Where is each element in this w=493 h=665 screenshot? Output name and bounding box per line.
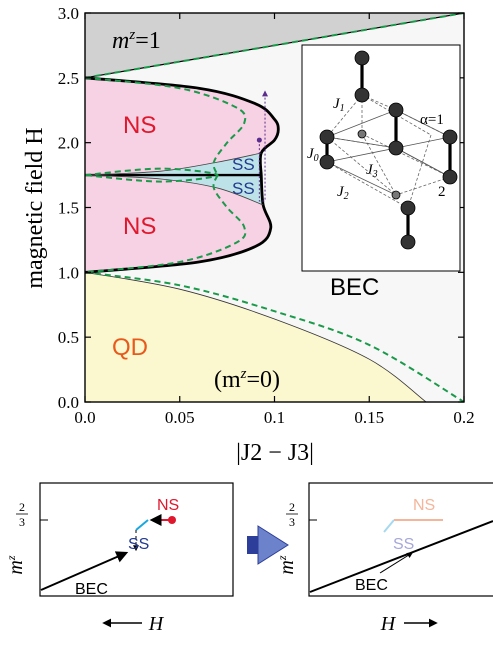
right-bec-line	[309, 520, 493, 593]
field-sweep-arrow	[258, 90, 269, 202]
ss-ns-boundary	[85, 152, 264, 206]
x-axis-label: |J2 − J3|	[236, 440, 314, 466]
magnetization-panel-right: 2 3 mz NS SS BEC H	[275, 482, 493, 635]
ss-dashed-boundary	[85, 167, 219, 183]
left-xlabel: H	[148, 613, 165, 635]
lattice-sites	[319, 50, 458, 250]
x-axis-ticks: 0.0 0.05 0.1 0.15 0.2	[74, 13, 475, 427]
ss-upper-label: SS	[232, 155, 255, 174]
left-ss-label: SS	[128, 536, 149, 553]
lattice-inset: J1 J0 J3 J2 α=1 2	[301, 44, 461, 272]
saturated-val: =1	[135, 28, 161, 54]
qd-label: QD	[112, 334, 148, 361]
x-tick-label: 0.15	[354, 408, 384, 427]
bec-label: BEC	[330, 274, 379, 301]
x-tick-label: 0.2	[453, 408, 474, 427]
ns-lower-label: NS	[123, 213, 156, 240]
right-ytick-num: 2	[289, 500, 295, 514]
y-axis-ticks: 0.0 0.5 1.0 1.5 2.0 2.5 3.0	[58, 4, 464, 412]
magnetization-panel-left: 2 3 mz NS SS BEC H	[4, 482, 234, 635]
right-ylabel: mz	[275, 555, 298, 574]
left-bec-line	[40, 551, 129, 591]
right-ss-line	[383, 519, 395, 533]
saturated-m: m	[112, 28, 129, 54]
x-tick-label: 0.1	[264, 408, 285, 427]
y-tick-label: 2.5	[58, 69, 79, 88]
alpha-two-label: 2	[438, 184, 446, 200]
y-tick-label: 1.5	[58, 199, 79, 218]
left-ss-line	[135, 519, 149, 531]
saturation-boundary-dashed	[85, 13, 464, 79]
ns-upper-label: NS	[123, 112, 156, 139]
j3-label: J3	[366, 162, 378, 180]
field-sweep-start-dot	[256, 137, 262, 143]
right-bec-label: BEC	[355, 577, 388, 594]
qd-boundary	[85, 271, 427, 402]
y-tick-label: 1.0	[58, 263, 79, 282]
lattice-thin-bonds	[326, 109, 451, 196]
qd-boundary-dashed	[85, 271, 464, 402]
right-ss-label: SS	[393, 536, 414, 553]
y-axis-label: magnetic field H	[22, 127, 48, 288]
left-ytick-den: 3	[19, 515, 25, 529]
right-bec-arrow	[379, 552, 414, 574]
left-bec-label: BEC	[75, 581, 108, 598]
j0-label: J0	[307, 146, 319, 164]
ss-region	[85, 153, 264, 205]
ns-dashed-boundary	[85, 76, 247, 274]
right-xlabel: H	[380, 613, 397, 635]
y-tick-label: 0.0	[58, 393, 79, 412]
right-ns-label: NS	[413, 497, 435, 514]
ss-lower-label: SS	[232, 179, 255, 198]
right-ytick-den: 3	[289, 515, 295, 529]
left-ns-label: NS	[157, 497, 179, 514]
left-ns-dot	[168, 516, 176, 524]
right-panel-frame	[308, 482, 493, 597]
qd-sub-label: (mz=0)	[214, 366, 280, 393]
transition-arrow-head	[257, 525, 289, 565]
j2-label: J2	[337, 184, 349, 202]
ns-outer-boundary	[85, 76, 280, 274]
qd-sub-sup: z	[240, 366, 247, 382]
transition-arrow	[247, 525, 289, 565]
left-ylabel: mz	[4, 555, 27, 574]
saturated-label: mz=1	[112, 27, 161, 54]
saturated-sup: z	[128, 27, 135, 43]
x-tick-label: 0.0	[74, 408, 95, 427]
y-tick-label: 0.5	[58, 328, 79, 347]
x-tick-label: 0.05	[165, 408, 195, 427]
alpha-label: α=1	[420, 112, 444, 128]
qd-sub-close: =0)	[247, 367, 281, 393]
qd-sub-open: (m	[214, 367, 241, 393]
y-tick-label: 3.0	[58, 4, 79, 23]
left-ytick-num: 2	[19, 500, 25, 514]
y-tick-label: 2.0	[58, 134, 79, 153]
qd-region	[85, 272, 427, 402]
j1-label: J1	[333, 96, 345, 114]
